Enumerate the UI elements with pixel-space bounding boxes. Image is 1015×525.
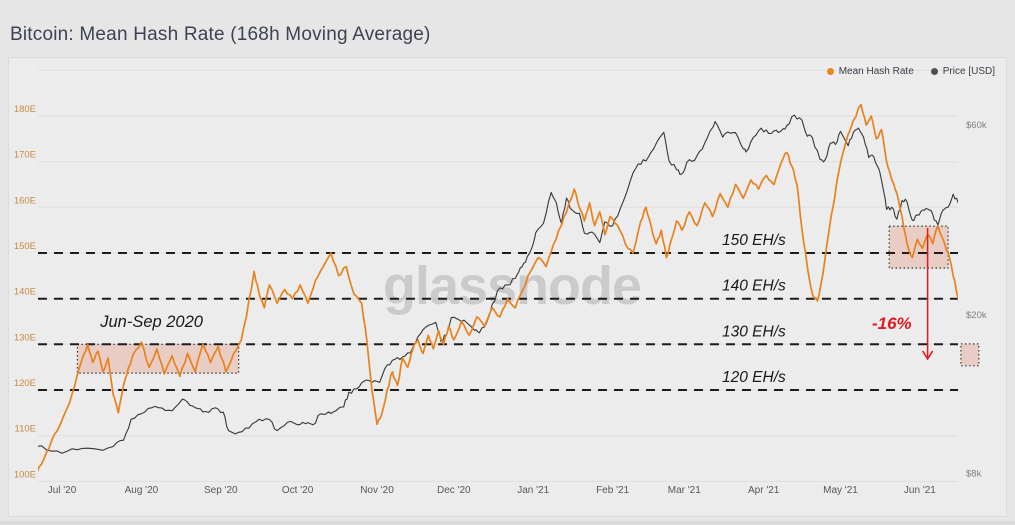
right-axis-tick-label: $20k xyxy=(966,310,987,321)
hash-level-label: 140 EH/s xyxy=(722,278,786,295)
page-title: Bitcoin: Mean Hash Rate (168h Moving Ave… xyxy=(10,23,431,45)
x-axis-tick-label: May '21 xyxy=(823,485,858,496)
range-annotation-label: Jun-Sep 2020 xyxy=(99,313,204,331)
right-axis-tick-label: $8k xyxy=(966,469,982,480)
x-axis-tick-label: Apr '21 xyxy=(748,485,780,496)
drop-arrow-head-icon xyxy=(921,350,934,361)
left-axis-tick-label: 150E xyxy=(14,241,36,252)
left-axis-tick-label: 170E xyxy=(14,150,36,161)
price-line[interactable] xyxy=(36,114,971,454)
right-axis-tick-label: $60k xyxy=(966,120,987,131)
x-axis-tick-label: Jan '21 xyxy=(517,485,549,496)
legend-item-price-usd[interactable]: Price [USD] xyxy=(930,66,995,77)
legend-label-mean-hash-rate: Mean Hash Rate xyxy=(838,66,914,77)
x-axis-tick-label: Mar '21 xyxy=(668,485,701,496)
x-axis-tick-label: Sep '20 xyxy=(204,485,238,496)
x-axis-tick-label: Oct '20 xyxy=(282,485,314,496)
left-axis-tick-label: 110E xyxy=(15,424,36,435)
highlight-box xyxy=(960,343,980,367)
chart-card xyxy=(8,57,1007,517)
left-axis-tick-label: 100E xyxy=(14,469,36,480)
left-axis-tick-label: 140E xyxy=(14,287,36,298)
glassnode-watermark: glassnode xyxy=(383,256,641,316)
chart-legend: Mean Hash Rate Price [USD] xyxy=(826,66,995,77)
legend-dot-price-usd-icon xyxy=(930,68,938,75)
hash-rate-line[interactable] xyxy=(36,103,971,475)
left-axis-tick-label: 160E xyxy=(14,195,36,206)
x-axis-tick-label: Jun '21 xyxy=(904,485,936,496)
legend-label-price-usd: Price [USD] xyxy=(942,66,995,77)
legend-dot-mean-hash-rate-icon xyxy=(826,68,834,75)
x-axis-tick-label: Dec '20 xyxy=(437,485,471,496)
highlight-box xyxy=(888,225,949,269)
legend-item-mean-hash-rate[interactable]: Mean Hash Rate xyxy=(826,66,914,77)
left-axis-tick-label: 120E xyxy=(14,378,36,389)
x-axis-tick-label: Feb '21 xyxy=(596,485,629,496)
hash-level-label: 130 EH/s xyxy=(722,323,786,340)
x-axis-tick-label: Nov '20 xyxy=(360,485,394,496)
hash-level-label: 120 EH/s xyxy=(722,369,786,386)
percent-drop-label: -16% xyxy=(872,314,912,333)
left-axis-tick-label: 130E xyxy=(14,332,36,343)
x-axis-tick-label: Aug '20 xyxy=(125,485,159,496)
left-axis-tick-label: 180E xyxy=(14,104,36,115)
hash-level-label: 150 EH/s xyxy=(722,232,786,249)
x-axis-tick-label: Jul '20 xyxy=(48,485,77,496)
bottom-edge-strip xyxy=(0,521,1015,525)
